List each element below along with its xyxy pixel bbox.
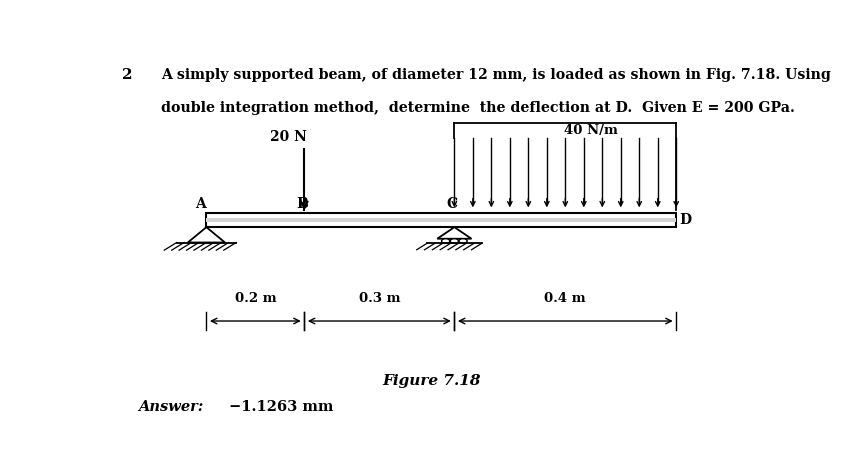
Circle shape (450, 239, 459, 243)
Text: B: B (296, 198, 308, 211)
Text: 40 N/m: 40 N/m (564, 124, 618, 137)
Bar (206, 213, 676, 227)
Circle shape (441, 239, 450, 243)
Text: 20 N: 20 N (269, 129, 306, 144)
Text: Figure 7.18: Figure 7.18 (382, 375, 481, 388)
Text: C: C (446, 198, 458, 211)
Text: 0.3 m: 0.3 m (359, 292, 400, 305)
Polygon shape (188, 227, 225, 242)
Text: D: D (679, 213, 691, 227)
Text: double integration method,  determine  the deflection at D.  Given E = 200 GPa.: double integration method, determine the… (161, 101, 795, 115)
Text: A: A (195, 198, 205, 211)
Text: 2: 2 (121, 68, 132, 82)
Text: 0.2 m: 0.2 m (235, 292, 276, 305)
Text: A simply supported beam, of diameter 12 mm, is loaded as shown in Fig. 7.18. Usi: A simply supported beam, of diameter 12 … (161, 68, 830, 82)
Text: 0.4 m: 0.4 m (545, 292, 586, 305)
Bar (206, 218, 676, 222)
Circle shape (459, 239, 467, 243)
Polygon shape (437, 227, 472, 239)
Text: Answer:: Answer: (138, 400, 203, 415)
Text: −1.1263 mm: −1.1263 mm (229, 400, 333, 415)
